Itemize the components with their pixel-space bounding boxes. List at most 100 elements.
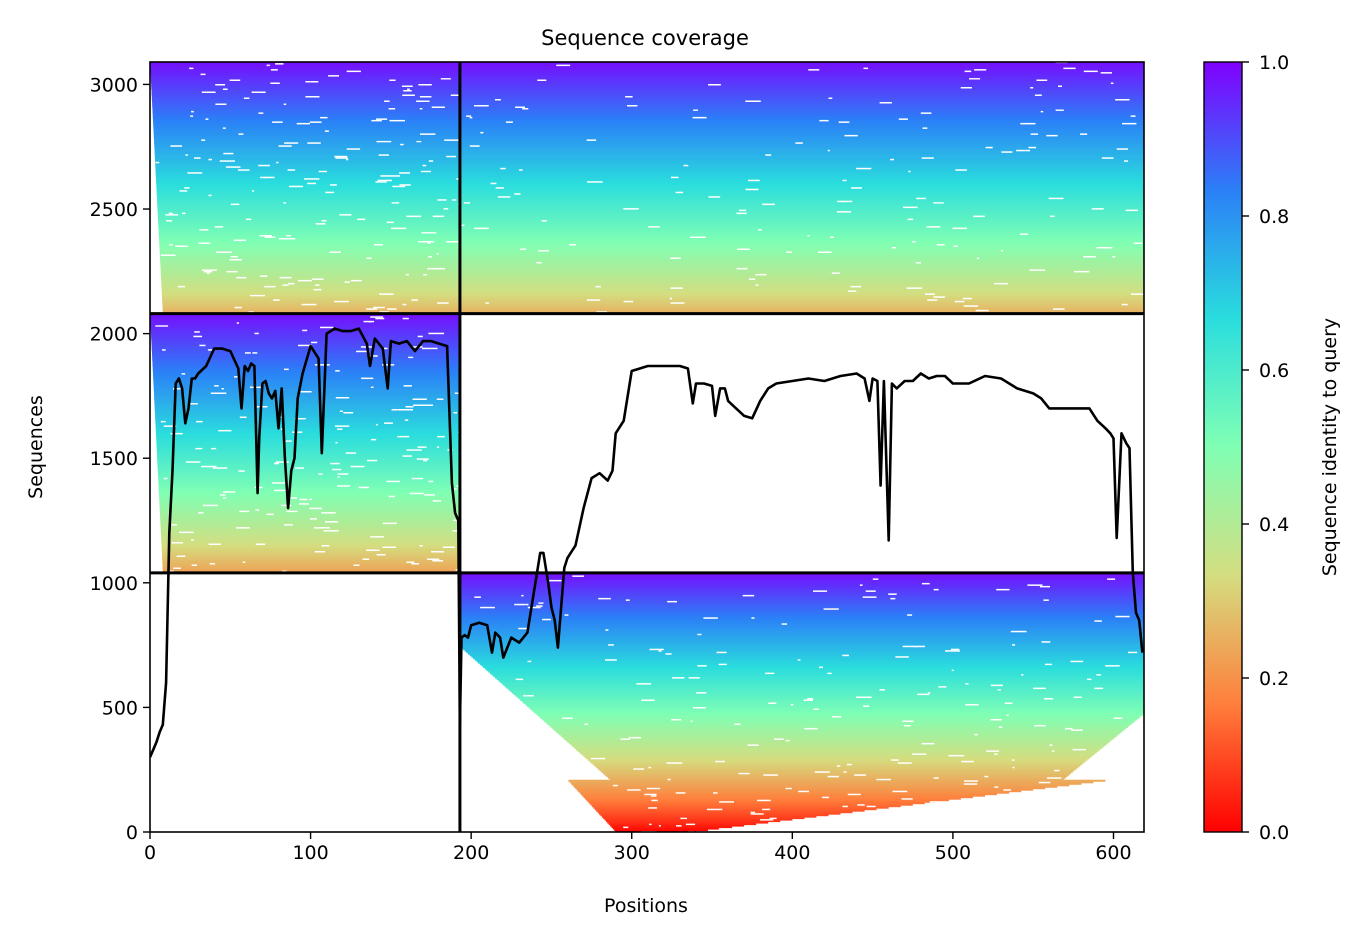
heatmap-strip <box>459 108 1144 111</box>
heatmap-block <box>459 62 1144 315</box>
heatmap-strip <box>154 393 460 396</box>
coverage-gap <box>1048 197 1064 200</box>
heatmap-strip <box>459 246 1144 249</box>
heatmap-strip <box>159 252 460 255</box>
heatmap-strip <box>535 712 1144 715</box>
coverage-gap <box>548 579 562 582</box>
coverage-gap <box>879 101 887 104</box>
coverage-gap <box>276 161 279 164</box>
heatmap-strip <box>159 238 460 241</box>
colorbar-label: Sequence identity to query <box>1319 318 1341 576</box>
heatmap-strip <box>459 153 1144 156</box>
coverage-gap <box>750 812 764 815</box>
coverage-gap <box>337 484 351 487</box>
heatmap-strip <box>154 153 461 156</box>
coverage-gap <box>917 693 930 696</box>
heatmap-strip <box>459 234 1144 237</box>
coverage-gap <box>389 119 405 122</box>
heatmap-strip <box>459 274 1144 277</box>
heatmap-strip <box>160 520 460 523</box>
coverage-gap <box>383 347 388 350</box>
heatmap-strip <box>478 661 1144 664</box>
heatmap-strip <box>157 213 460 216</box>
coverage-gap <box>734 722 741 725</box>
heatmap-strip <box>157 471 460 474</box>
coverage-gap <box>758 228 762 231</box>
coverage-gap <box>345 451 356 454</box>
heatmap-strip <box>459 155 1144 158</box>
coverage-gap <box>300 390 312 393</box>
coverage-gap <box>321 511 336 514</box>
heatmap-strip <box>603 817 805 820</box>
coverage-gap <box>903 724 911 727</box>
heatmap-strip <box>160 529 461 532</box>
coverage-gap <box>795 141 803 144</box>
coverage-gap <box>1001 150 1013 153</box>
coverage-gap <box>371 119 382 122</box>
heatmap-strip <box>459 204 1144 207</box>
coverage-gap <box>485 301 489 304</box>
heatmap-strip <box>596 766 1079 769</box>
heatmap-strip <box>155 168 460 171</box>
coverage-gap <box>822 796 829 799</box>
coverage-gap <box>406 560 415 563</box>
heatmap-strip <box>459 83 1144 86</box>
heatmap-strip <box>459 249 1144 252</box>
heatmap-strip <box>154 405 460 408</box>
heatmap-strip <box>161 542 460 545</box>
heatmap-strip <box>153 119 460 122</box>
coverage-gap <box>407 87 410 90</box>
heatmap-strip <box>161 283 460 286</box>
heatmap-strip <box>151 335 460 338</box>
coverage-gap <box>200 73 206 76</box>
heatmap-strip <box>459 606 1144 609</box>
coverage-gap <box>252 351 258 354</box>
heatmap-strip <box>161 291 460 294</box>
coverage-gap <box>627 104 638 107</box>
coverage-gap <box>295 417 302 420</box>
heatmap-strip <box>459 624 1144 627</box>
heatmap-strip <box>515 694 1144 697</box>
heatmap-strip <box>459 633 1144 636</box>
coverage-gap <box>367 459 378 462</box>
coverage-gap <box>311 341 318 344</box>
coverage-gap <box>296 122 310 125</box>
coverage-gap <box>1036 78 1048 81</box>
heatmap-strip <box>585 797 961 800</box>
coverage-gap <box>500 167 506 170</box>
heatmap-strip <box>150 324 460 327</box>
coverage-gap <box>525 603 529 606</box>
coverage-gap <box>745 188 759 191</box>
coverage-gap <box>990 718 1002 721</box>
coverage-gap <box>282 283 289 286</box>
heatmap-strip <box>161 534 460 537</box>
coverage-gap <box>915 261 921 264</box>
coverage-gap <box>895 655 909 658</box>
heatmap-strip <box>152 105 460 108</box>
heatmap-strip <box>160 261 461 264</box>
coverage-gap <box>320 116 328 119</box>
heatmap-strip <box>459 267 1144 270</box>
coverage-gap <box>963 304 979 307</box>
coverage-gap <box>361 377 374 380</box>
heatmap-strip <box>155 423 460 426</box>
heatmap-strip <box>459 303 1144 306</box>
coverage-gap <box>386 480 400 483</box>
coverage-gap <box>718 827 733 830</box>
coverage-gap <box>969 77 981 80</box>
heatmap-strip <box>157 201 460 204</box>
heatmap-strip <box>459 123 1144 126</box>
heatmap-strip <box>152 353 460 356</box>
coverage-gap <box>411 562 419 565</box>
coverage-gap <box>1012 766 1015 769</box>
coverage-gap <box>703 616 718 619</box>
heatmap-strip <box>528 706 1144 709</box>
y-axis: 0 500 1000 1500 2000 2500 3000 <box>90 74 150 844</box>
heatmap-strip <box>576 788 1034 791</box>
coverage-gap <box>474 227 489 230</box>
coverage-gap <box>996 588 1010 591</box>
heatmap-strip <box>158 480 460 483</box>
coverage-gap <box>907 218 913 221</box>
heatmap-strip <box>159 253 460 256</box>
heatmap-strip <box>154 150 460 153</box>
